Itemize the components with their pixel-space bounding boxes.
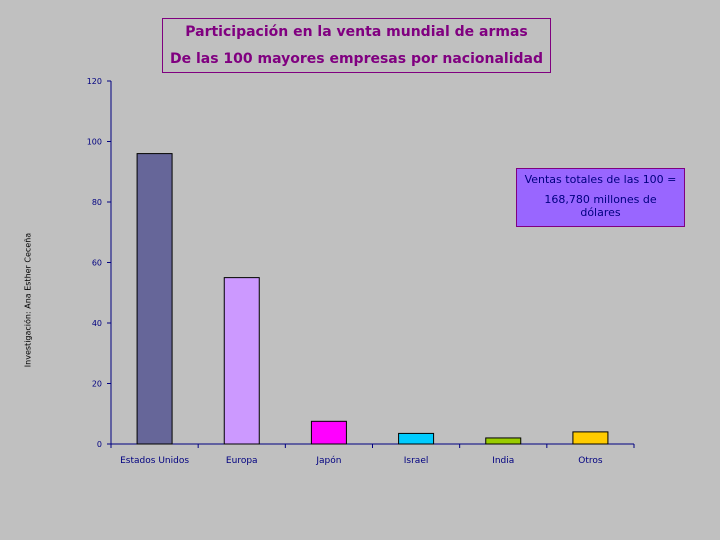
y-tick-label: 120 [87,77,102,86]
y-tick-label: 0 [97,440,102,449]
x-category-label: India [492,456,514,466]
x-category-label: Estados Unidos [120,456,189,466]
bar-israel [398,432,435,445]
y-tick-label: 100 [87,138,102,147]
x-category-label: Europa [226,456,258,466]
bar-otros [572,431,609,445]
annotation-line-1: Ventas totales de las 100 = [524,173,677,186]
x-category-label: Otros [578,456,603,466]
total-sales-annotation: Ventas totales de las 100 = 168,780 mill… [516,168,685,227]
chart-subtitle: De las 100 mayores empresas por nacional… [169,51,544,67]
chart-title: Participación en la venta mundial de arm… [185,24,528,40]
y-tick-label: 40 [92,319,102,328]
bar-india [485,437,522,445]
y-axis: 0 20 40 60 80 100 120 [87,77,112,449]
bars [136,153,609,445]
x-category-label: Israel [404,456,429,466]
x-category-label: Japón [315,455,341,466]
chart-title-box: Participación en la venta mundial de arm… [162,18,551,73]
bar-jap-n [310,420,347,445]
annotation-line-2: 168,780 millones de dólares [544,193,657,219]
x-axis: Estados Unidos Europa Japón Israel India Otro… [110,443,635,466]
bar-europa [223,277,260,445]
y-tick-label: 80 [92,198,102,207]
y-tick-label: 20 [92,380,102,389]
bar-estados-unidos [136,153,173,445]
y-tick-label: 60 [92,259,102,268]
